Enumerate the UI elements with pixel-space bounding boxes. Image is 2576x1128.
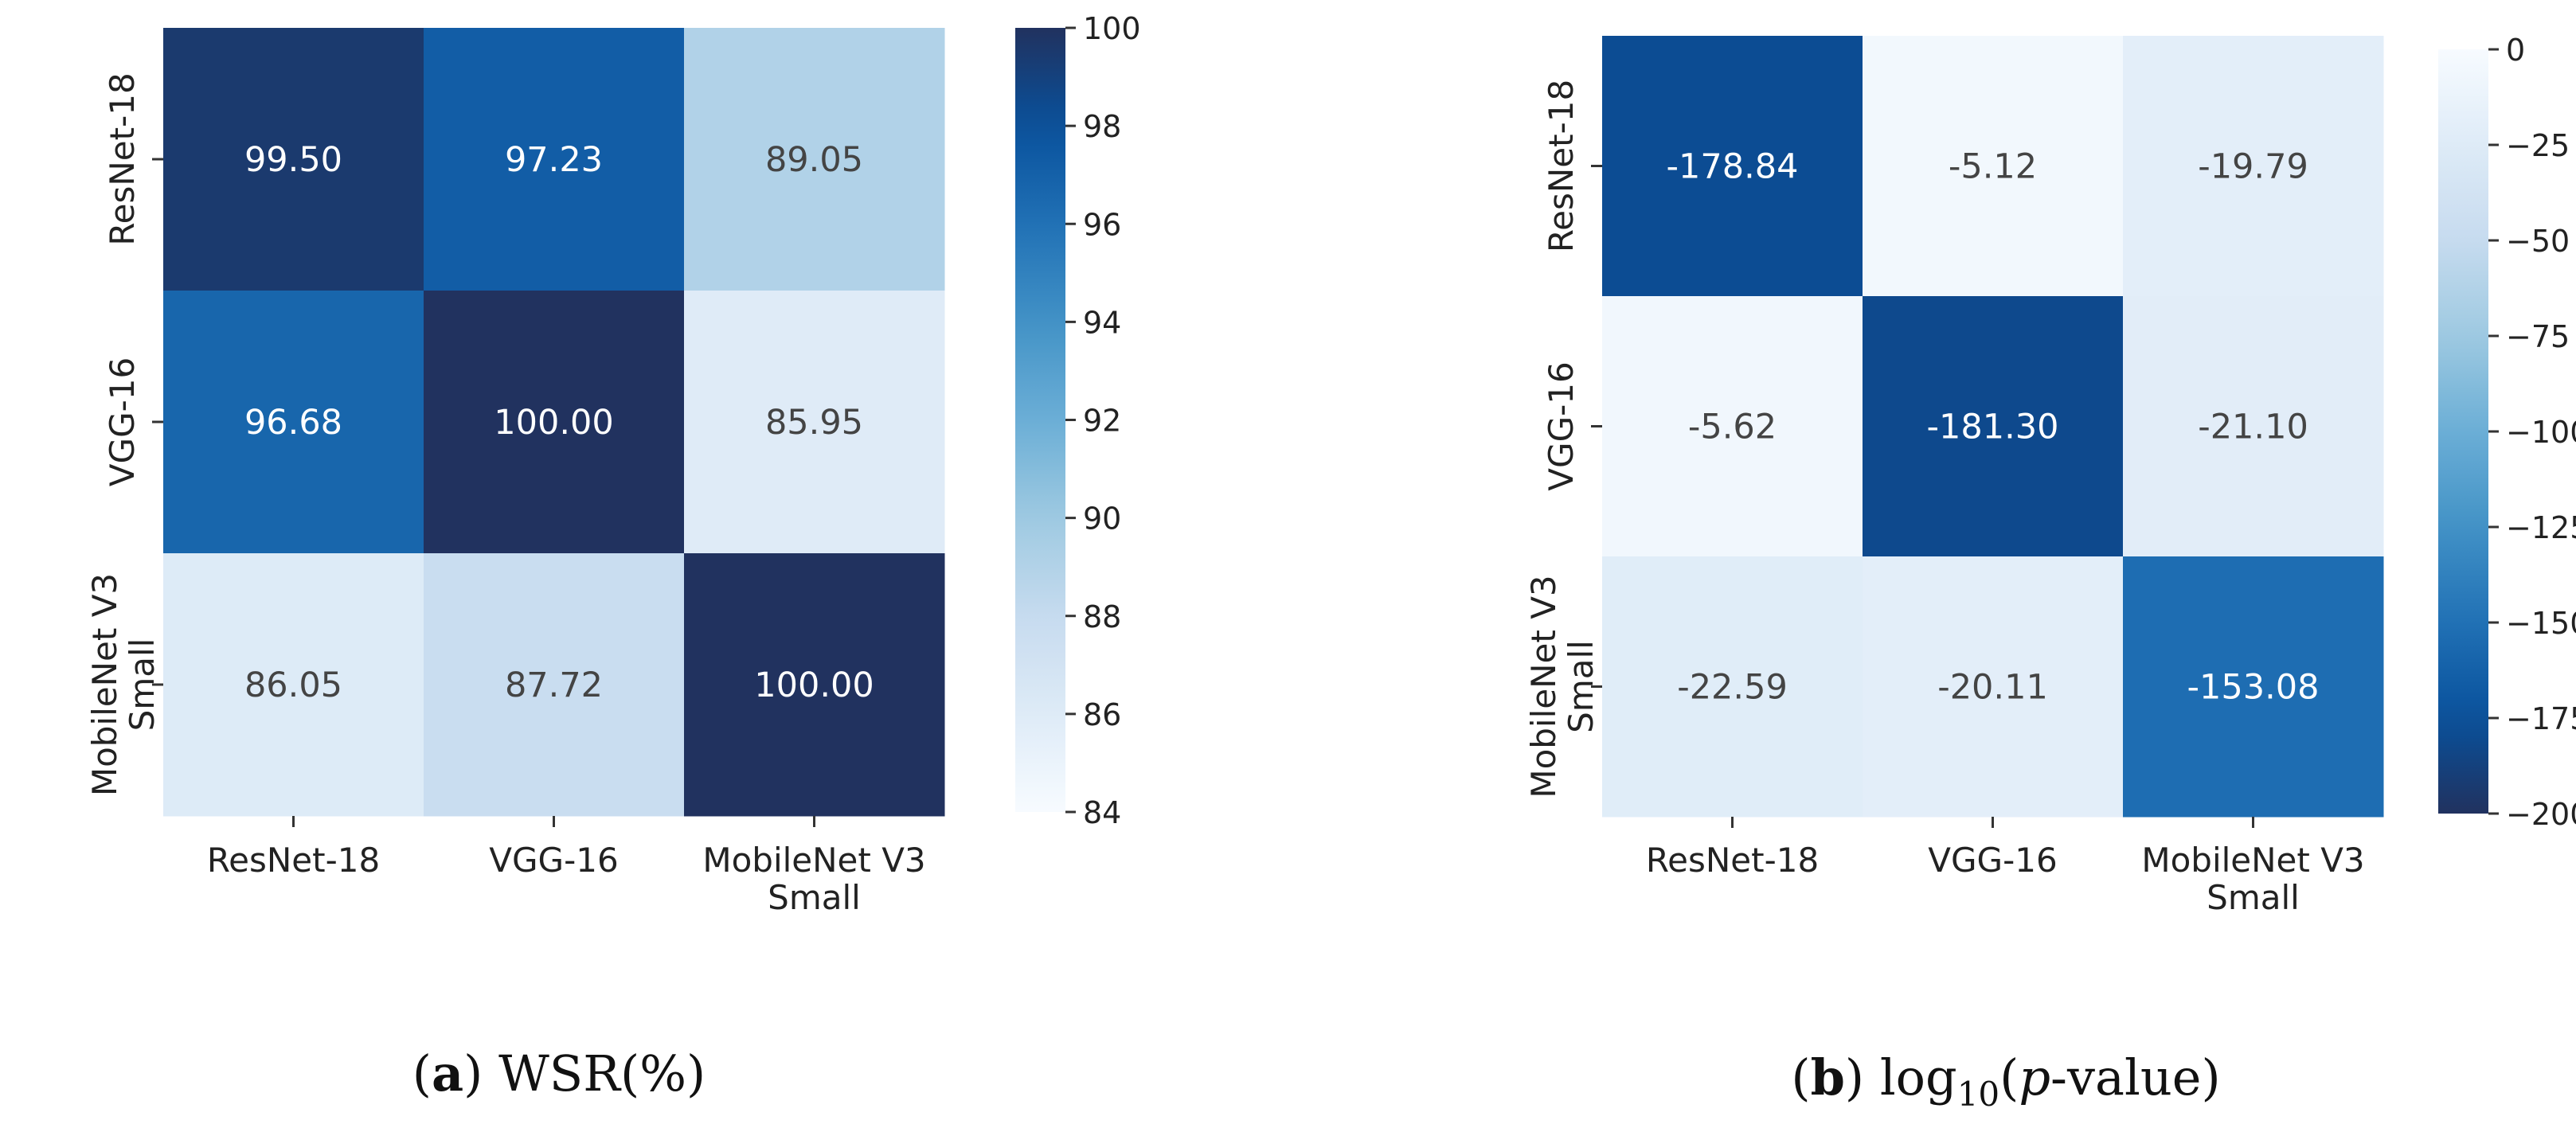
colorbar-tick-label: 84 xyxy=(1083,795,1121,830)
y-tick-label: MobileNet V3Small xyxy=(85,573,162,796)
colorbar-tick-label: −125 xyxy=(2506,510,2576,545)
colorbar-tick-label: 92 xyxy=(1083,404,1121,439)
heatmap-cell xyxy=(1602,296,1863,557)
heatmap-panel-b: -178.84 -5.12 -19.79 -5.62 -181.30 -21.10 -22.… xyxy=(1524,33,2576,1114)
colorbar-tick-label: −175 xyxy=(2506,701,2576,736)
heatmap-cell xyxy=(424,553,685,817)
x-tick-label: VGG-16 xyxy=(489,841,618,880)
x-tick-label: MobileNet V3 Small xyxy=(2141,841,2364,917)
heatmap-cell xyxy=(424,28,685,291)
heatmap-cell xyxy=(2123,296,2384,557)
colorbar-tick-label: 88 xyxy=(1083,599,1121,634)
cell-value-label: 100.00 xyxy=(494,403,613,443)
colorbar-tick-label: 86 xyxy=(1083,697,1121,732)
colorbar-tick-label: −25 xyxy=(2506,128,2570,163)
cell-value-label: 89.05 xyxy=(765,140,863,180)
cell-value-label: -21.10 xyxy=(2198,408,2308,447)
colorbar-tick-label: 96 xyxy=(1083,207,1121,242)
cell-value-label: -19.79 xyxy=(2198,147,2308,187)
cell-value-label: -20.11 xyxy=(1937,668,2048,708)
heatmap-cell xyxy=(1863,556,2124,818)
heatmap-cell xyxy=(684,291,945,554)
colorbar-tick-label: 90 xyxy=(1083,502,1121,537)
colorbar-tick-label: −50 xyxy=(2506,224,2570,259)
x-tick-label: ResNet-18 xyxy=(1646,841,1819,880)
cell-value-label: -178.84 xyxy=(1667,147,1799,187)
colorbar xyxy=(2438,49,2488,814)
colorbar-tick-label: −150 xyxy=(2506,606,2576,641)
caption-b: (b) log10(p-value) xyxy=(1791,1048,2220,1114)
colorbar-tick-label: 100 xyxy=(1083,11,1141,46)
cell-value-label: -22.59 xyxy=(1677,668,1788,708)
heatmap-cell xyxy=(684,28,945,291)
heatmap-cell xyxy=(163,28,424,291)
colorbar-tick-label: −75 xyxy=(2506,319,2570,354)
heatmap-cell xyxy=(1602,556,1863,818)
colorbar-tick-label: −100 xyxy=(2506,415,2576,450)
cell-value-label: -5.12 xyxy=(1949,147,2037,187)
cell-value-label: 96.68 xyxy=(244,403,342,443)
x-tick-label: MobileNet V3 Small xyxy=(702,841,925,917)
cell-value-label: 87.72 xyxy=(505,665,603,705)
heatmap-cell xyxy=(2123,556,2384,818)
heatmap-cell xyxy=(2123,36,2384,297)
heatmap-cell xyxy=(1863,296,2124,557)
cell-value-label: 97.23 xyxy=(505,140,603,180)
colorbar-tick-label: 0 xyxy=(2506,33,2525,68)
cell-value-label: 100.00 xyxy=(754,665,874,705)
caption-a: (a) WSR(%) xyxy=(412,1044,706,1103)
cell-value-label: -181.30 xyxy=(1927,408,2059,447)
heatmap-cell xyxy=(163,553,424,817)
heatmap-cell xyxy=(684,553,945,817)
heatmap-cell xyxy=(424,291,685,554)
heatmap-cell xyxy=(163,291,424,554)
y-tick-label: VGG-16 xyxy=(103,357,142,486)
colorbar-tick-label: −200 xyxy=(2506,797,2576,832)
y-tick-label: VGG-16 xyxy=(1542,361,1581,490)
y-tick-label: ResNet-18 xyxy=(1542,80,1581,252)
y-tick-label: MobileNet V3Small xyxy=(1524,575,1601,798)
cell-value-label: -153.08 xyxy=(2187,668,2320,708)
cell-value-label: 85.95 xyxy=(765,403,863,443)
heatmap-panel-a: 99.50 97.23 89.05 96.68 100.00 85.95 86.05 87.7… xyxy=(85,11,1141,1103)
colorbar-tick-label: 94 xyxy=(1083,305,1121,340)
x-tick-label: ResNet-18 xyxy=(207,841,380,880)
cell-value-label: 86.05 xyxy=(244,665,342,705)
x-tick-label: VGG-16 xyxy=(1928,841,2057,880)
colorbar xyxy=(1015,28,1065,812)
cell-value-label: 99.50 xyxy=(244,140,342,180)
cell-value-label: -5.62 xyxy=(1688,408,1777,447)
heatmap-cell xyxy=(1863,36,2124,297)
colorbar-tick-label: 98 xyxy=(1083,109,1121,144)
y-tick-label: ResNet-18 xyxy=(103,72,142,245)
heatmap-cell xyxy=(1602,36,1863,297)
